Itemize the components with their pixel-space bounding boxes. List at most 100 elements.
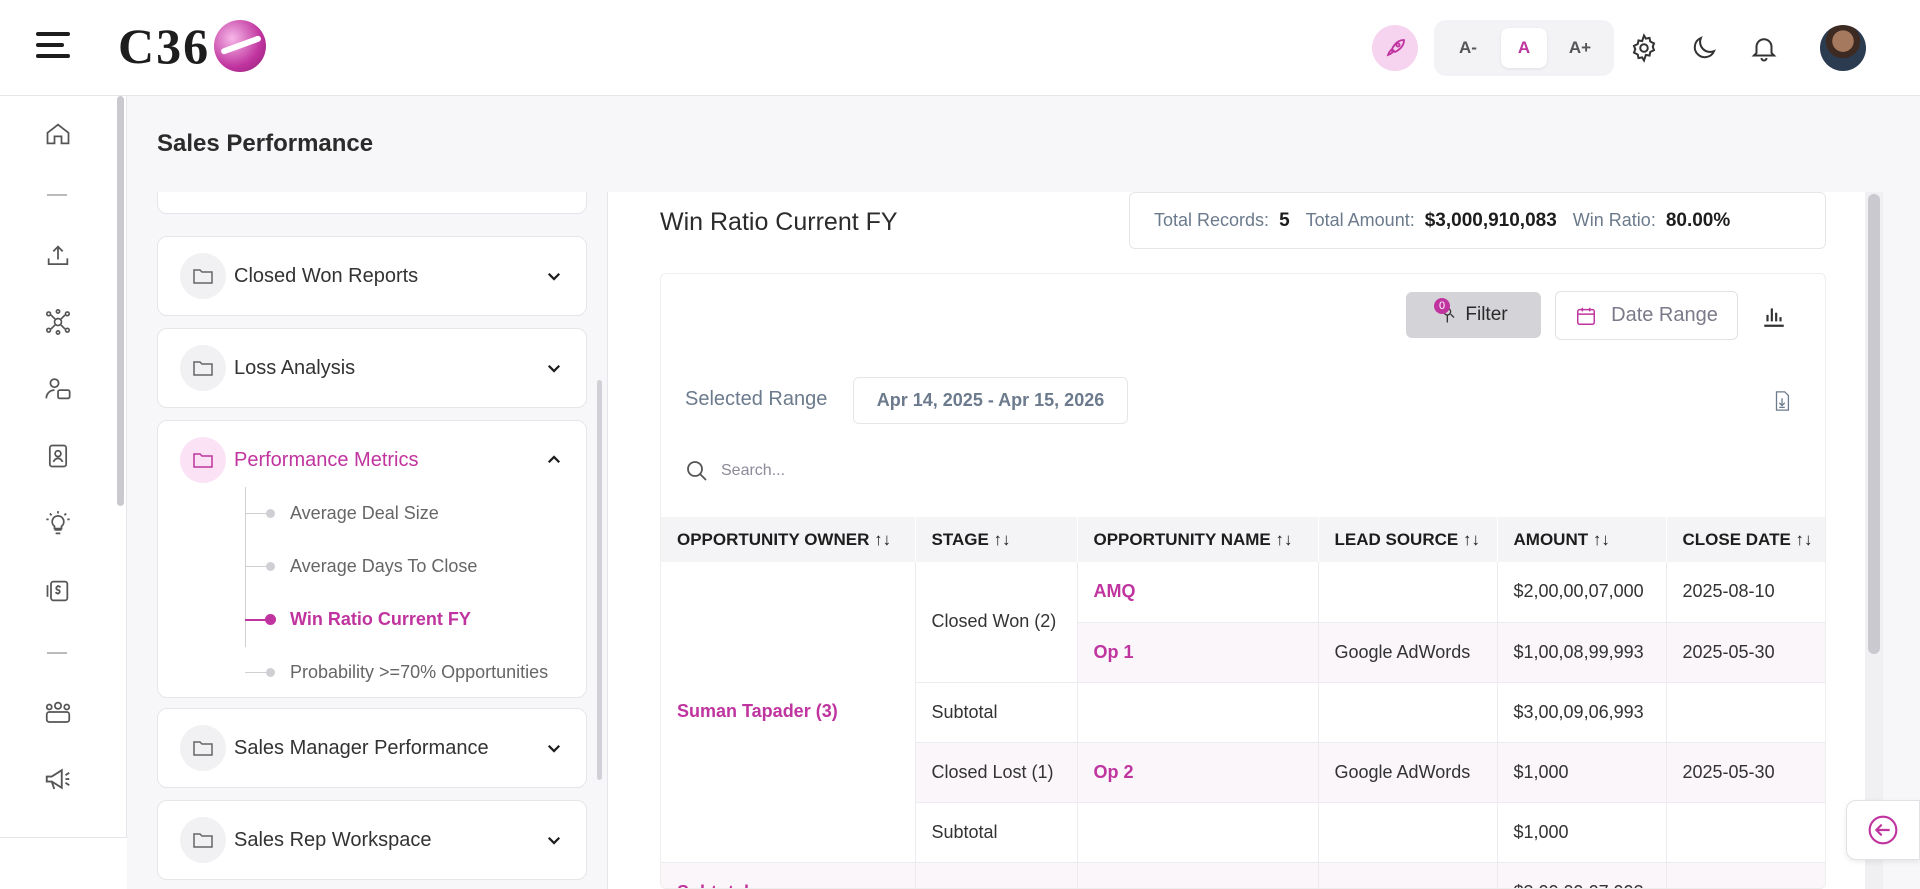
nav-divider <box>47 652 67 654</box>
chevron-down-icon <box>544 266 564 286</box>
menu-section-sales-manager-performance[interactable]: Sales Manager Performance <box>157 708 587 788</box>
menu-section-label: Loss Analysis <box>234 356 356 379</box>
empty-cell <box>1666 802 1825 863</box>
win-ratio-value: 80.00% <box>1665 209 1731 231</box>
table-header-row: OPPORTUNITY OWNER ↑↓ STAGE ↑↓ OPPORTUNIT… <box>661 517 1825 562</box>
selected-range-label: Selected Range <box>685 388 828 410</box>
top-bar: C36 A- A A+ <box>0 0 1920 96</box>
upload-icon[interactable] <box>38 236 78 276</box>
moon-icon[interactable] <box>1684 28 1724 68</box>
subtotal-amount: $3,00,09,06,993 <box>1497 682 1667 743</box>
export-icon[interactable] <box>1767 386 1797 416</box>
report-menu: Closed Won Reports Loss Analysis Perform… <box>157 192 589 889</box>
invoice-icon[interactable] <box>38 571 78 611</box>
bar-chart-icon[interactable] <box>1751 291 1797 340</box>
empty-cell <box>1318 682 1498 743</box>
menu-section-loss-analysis[interactable]: Loss Analysis <box>157 328 587 408</box>
font-default-button[interactable]: A <box>1501 28 1547 68</box>
side-nav-scrollbar[interactable] <box>117 96 124 506</box>
menu-section-sales-rep-workspace[interactable]: Sales Rep Workspace <box>157 800 587 880</box>
filter-label: Filter <box>1465 304 1508 325</box>
menu-section-label: Closed Won Reports <box>234 264 419 287</box>
menu-item-average-days-to-close[interactable]: Average Days To Close <box>158 540 586 593</box>
bell-icon[interactable] <box>1744 28 1784 68</box>
subtotal-label: Subtotal <box>915 682 1078 743</box>
column-header-close-date[interactable]: CLOSE DATE ↑↓ <box>1666 517 1825 562</box>
report-title: Win Ratio Current FY <box>660 208 898 236</box>
folder-icon <box>180 817 226 863</box>
opportunity-link[interactable]: Op 2 <box>1077 742 1319 803</box>
font-increase-button[interactable]: A+ <box>1568 38 1592 57</box>
owner-cell[interactable]: Suman Tapader (3) <box>661 562 916 863</box>
filter-button[interactable]: 0 Filter <box>1406 292 1541 338</box>
opportunity-link[interactable]: AMQ <box>1077 562 1319 623</box>
total-records-label: Total Records: <box>1154 210 1270 230</box>
avatar[interactable] <box>1820 25 1866 71</box>
menu-toggle-icon[interactable] <box>36 32 70 60</box>
folder-icon <box>180 437 226 483</box>
menu-section-partial[interactable] <box>157 192 587 214</box>
home-icon[interactable] <box>38 114 78 154</box>
scrollbar-thumb[interactable] <box>1868 194 1880 654</box>
opportunity-link[interactable]: Op 1 <box>1077 622 1319 683</box>
chevron-down-icon <box>544 738 564 758</box>
table-row: Closed Lost (1) Op 2 Google AdWords $1,0… <box>661 742 1825 803</box>
rocket-icon[interactable] <box>1372 25 1418 71</box>
tree-line <box>245 487 246 647</box>
chevron-down-icon <box>544 830 564 850</box>
menu-section-performance-metrics: Performance Metrics Average Deal Size Av… <box>157 420 587 698</box>
team-icon[interactable] <box>38 692 78 732</box>
table-row: Suman Tapader (3) Closed Won (2) AMQ $2,… <box>661 562 1825 863</box>
calendar-icon <box>1577 307 1596 325</box>
menu-item-label: Average Days To Close <box>290 556 478 576</box>
search-bar <box>685 450 1185 492</box>
menu-section-closed-won-reports[interactable]: Closed Won Reports <box>157 236 587 316</box>
menu-scrollbar[interactable] <box>597 380 602 780</box>
date-range-button[interactable]: Date Range <box>1555 291 1738 340</box>
contact-book-icon[interactable] <box>38 436 78 476</box>
chevron-down-icon <box>544 358 564 378</box>
menu-section-label: Sales Rep Workspace <box>234 828 432 851</box>
logo[interactable]: C36 <box>118 16 267 76</box>
menu-item-label: Probability >=70% Opportunities <box>290 662 549 682</box>
date-range-label: Date Range <box>1611 304 1718 326</box>
stage-cell: Closed Won (2) <box>915 562 1078 683</box>
network-icon[interactable] <box>38 302 78 342</box>
gear-icon[interactable] <box>1624 28 1664 68</box>
performance-metrics-items: Average Deal Size Average Days To Close … <box>158 487 586 709</box>
column-header-stage[interactable]: STAGE ↑↓ <box>915 517 1078 562</box>
column-header-owner[interactable]: OPPORTUNITY OWNER ↑↓ <box>661 517 916 562</box>
side-nav-bottom <box>0 837 127 889</box>
grand-subtotal-amount: $3,00,09,07,993 <box>1497 862 1667 888</box>
chevron-up-icon <box>544 450 564 470</box>
subtotal-amount: $1,000 <box>1497 802 1667 863</box>
lightbulb-icon[interactable] <box>38 504 78 544</box>
column-header-lead-source[interactable]: LEAD SOURCE ↑↓ <box>1318 517 1498 562</box>
search-input[interactable] <box>721 462 1121 480</box>
selected-range-value: Apr 14, 2025 - Apr 15, 2026 <box>853 377 1128 424</box>
empty-cell <box>1666 682 1825 743</box>
grand-subtotal-label: Subtotal <box>661 862 916 888</box>
menu-section-label: Performance Metrics <box>234 448 419 471</box>
search-icon <box>687 461 707 481</box>
content-scrollbar[interactable] <box>1865 192 1883 889</box>
font-decrease-button[interactable]: A- <box>1459 38 1477 57</box>
folder-icon <box>180 345 226 391</box>
font-size-control: A- A A+ <box>1434 20 1614 76</box>
empty-cell <box>1666 862 1825 888</box>
table-row: Op 1 Google AdWords $1,00,08,99,993 2025… <box>661 622 1825 683</box>
user-card-icon[interactable] <box>38 369 78 409</box>
performance-metrics-header[interactable]: Performance Metrics <box>158 421 586 499</box>
subtotal-row: Subtotal $1,000 <box>661 802 1825 863</box>
column-header-opportunity-name[interactable]: OPPORTUNITY NAME ↑↓ <box>1077 517 1319 562</box>
back-arrow-icon[interactable] <box>1846 800 1920 860</box>
lead-source-cell <box>1318 562 1498 623</box>
menu-item-probability-70[interactable]: Probability >=70% Opportunities <box>158 646 586 699</box>
megaphone-icon[interactable] <box>38 759 78 799</box>
menu-item-win-ratio-current-fy[interactable]: Win Ratio Current FY <box>158 593 586 646</box>
menu-item-average-deal-size[interactable]: Average Deal Size <box>158 487 586 540</box>
logo-text: C36 <box>118 18 211 74</box>
lead-source-cell: Google AdWords <box>1318 622 1498 683</box>
close-date-cell: 2025-05-30 <box>1666 742 1825 803</box>
column-header-amount[interactable]: AMOUNT ↑↓ <box>1497 517 1667 562</box>
